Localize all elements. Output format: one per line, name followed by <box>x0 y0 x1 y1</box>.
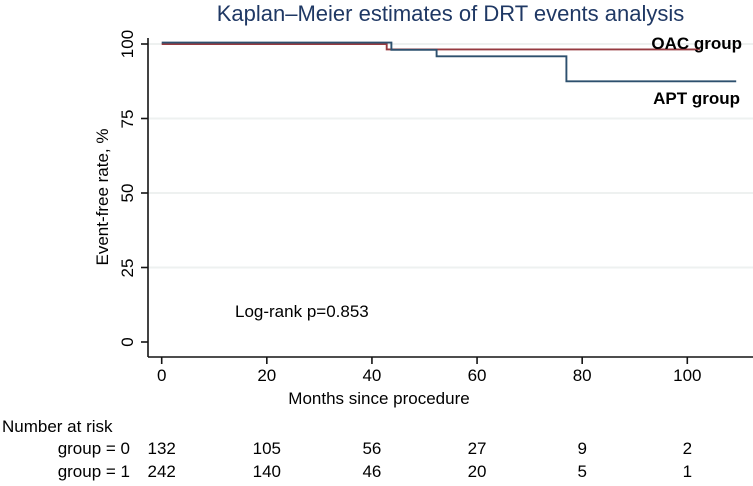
x-axis-title: Months since procedure <box>288 389 470 408</box>
risk-count-row0-t100: 2 <box>682 439 693 458</box>
km-curve-apt <box>161 41 737 83</box>
log-rank-annotation: Log-rank p=0.853 <box>235 302 369 321</box>
chart-title: Kaplan–Meier estimates of DRT events ana… <box>216 1 685 26</box>
risk-count-row0-t40: 56 <box>362 439 382 458</box>
risk-count-row0-t20: 105 <box>252 439 281 458</box>
x-tick-label-60: 60 <box>467 366 487 385</box>
risk-table-heading: Number at risk <box>2 417 113 436</box>
y-tick-label-100: 100 <box>118 29 137 59</box>
risk-count-row1-t20: 140 <box>252 462 281 481</box>
risk-count-row1-t60: 20 <box>467 462 487 481</box>
risk-count-row0-t80: 9 <box>577 439 587 458</box>
y-tick-label-75: 75 <box>118 109 137 128</box>
risk-count-row0-t60: 27 <box>467 439 487 458</box>
risk-row-label-1: group = 1 <box>57 462 130 481</box>
y-tick-label-25: 25 <box>118 258 137 277</box>
x-tick-label-0: 0 <box>156 366 167 385</box>
risk-count-row1-t0: 242 <box>147 462 176 481</box>
y-tick-label-50: 50 <box>118 183 137 203</box>
x-tick-label-100: 100 <box>673 366 702 385</box>
risk-row-label-0: group = 0 <box>57 439 130 458</box>
y-axis-title: Event-free rate, % <box>93 128 112 266</box>
risk-count-row1-t80: 5 <box>577 462 587 481</box>
x-tick-label-20: 20 <box>257 366 277 385</box>
km-curve-oac <box>161 43 700 51</box>
risk-count-row1-t100: 1 <box>682 462 693 481</box>
oac-group-label: OAC group <box>651 34 742 53</box>
x-tick-label-80: 80 <box>572 366 592 385</box>
apt-group-label: APT group <box>653 89 740 108</box>
y-tick-label-0: 0 <box>118 337 137 347</box>
risk-count-row1-t40: 46 <box>362 462 382 481</box>
x-tick-label-40: 40 <box>362 366 382 385</box>
risk-count-row0-t0: 132 <box>147 439 176 458</box>
